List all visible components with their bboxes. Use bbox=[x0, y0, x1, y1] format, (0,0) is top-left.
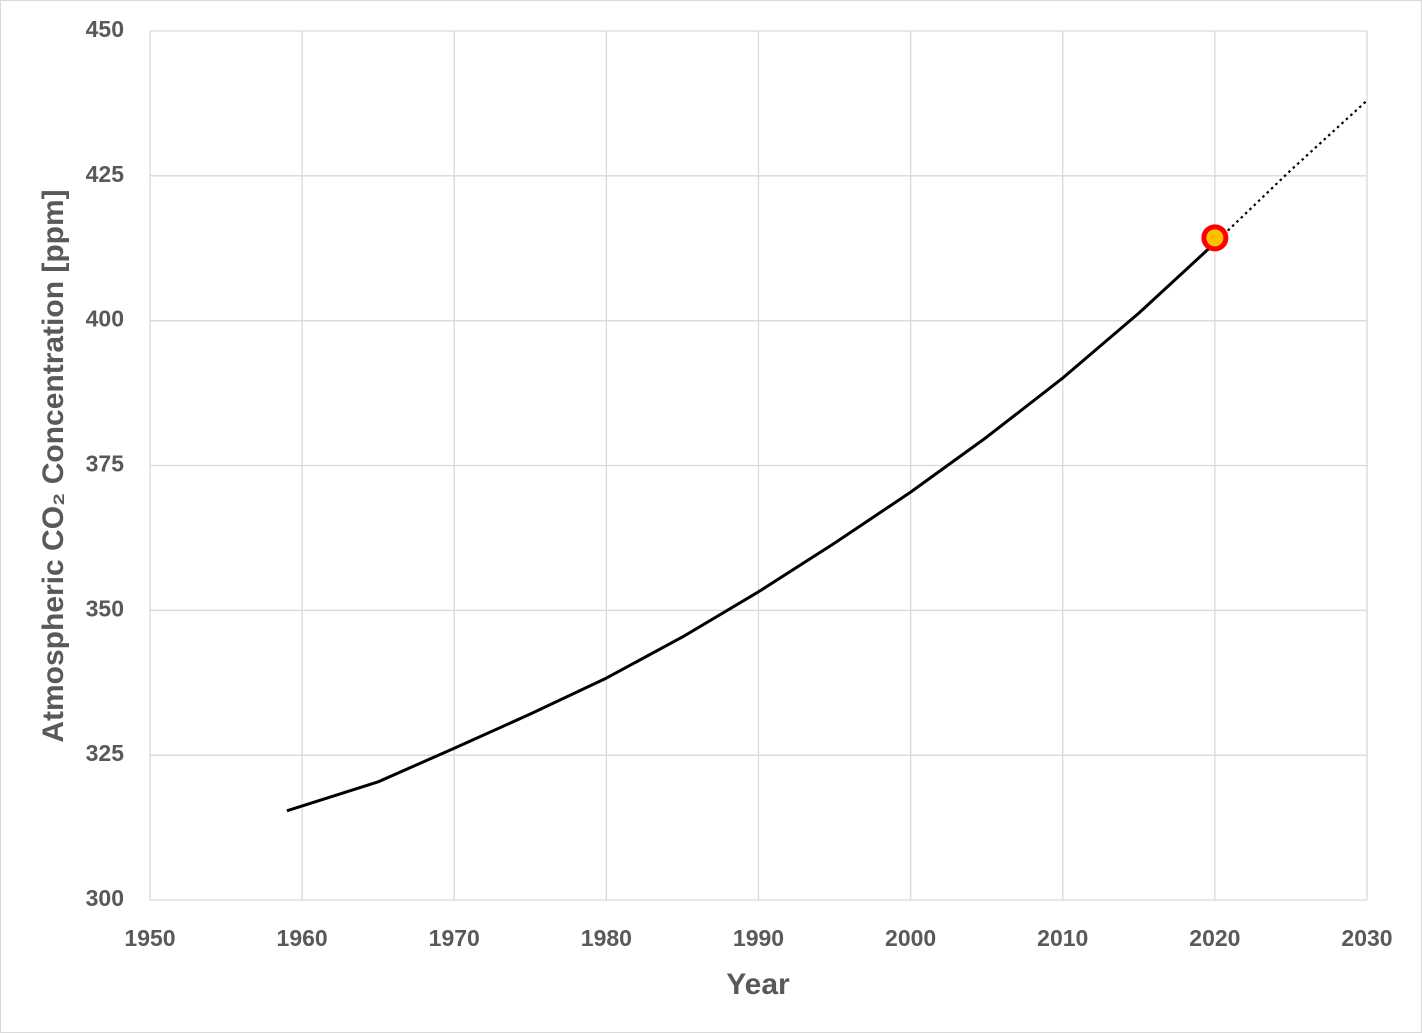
x-tick-label: 1980 bbox=[581, 925, 632, 951]
x-tick-label: 1970 bbox=[429, 925, 480, 951]
x-tick-label: 2020 bbox=[1189, 925, 1240, 951]
y-tick-label: 325 bbox=[86, 740, 125, 766]
y-tick-label: 450 bbox=[86, 16, 124, 42]
y-tick-label: 400 bbox=[86, 306, 124, 332]
x-axis-title: Year bbox=[726, 968, 790, 1001]
y-axis-title: Atmospheric CO₂ Concentration [ppm] bbox=[37, 189, 70, 742]
x-tick-label: 1950 bbox=[124, 925, 175, 951]
x-tick-label: 2010 bbox=[1037, 925, 1088, 951]
y-tick-label: 300 bbox=[86, 885, 124, 911]
x-tick-label: 2030 bbox=[1341, 925, 1392, 951]
x-tick-label: 2000 bbox=[885, 925, 936, 951]
y-tick-label: 350 bbox=[86, 595, 124, 621]
x-tick-label: 1990 bbox=[733, 925, 784, 951]
y-tick-label: 375 bbox=[86, 451, 125, 477]
line bbox=[1214, 99, 1368, 244]
line bbox=[286, 241, 1216, 813]
highlight-point bbox=[1201, 224, 1229, 252]
y-tick-label: 425 bbox=[86, 161, 125, 187]
x-tick-label: 1960 bbox=[277, 925, 328, 951]
